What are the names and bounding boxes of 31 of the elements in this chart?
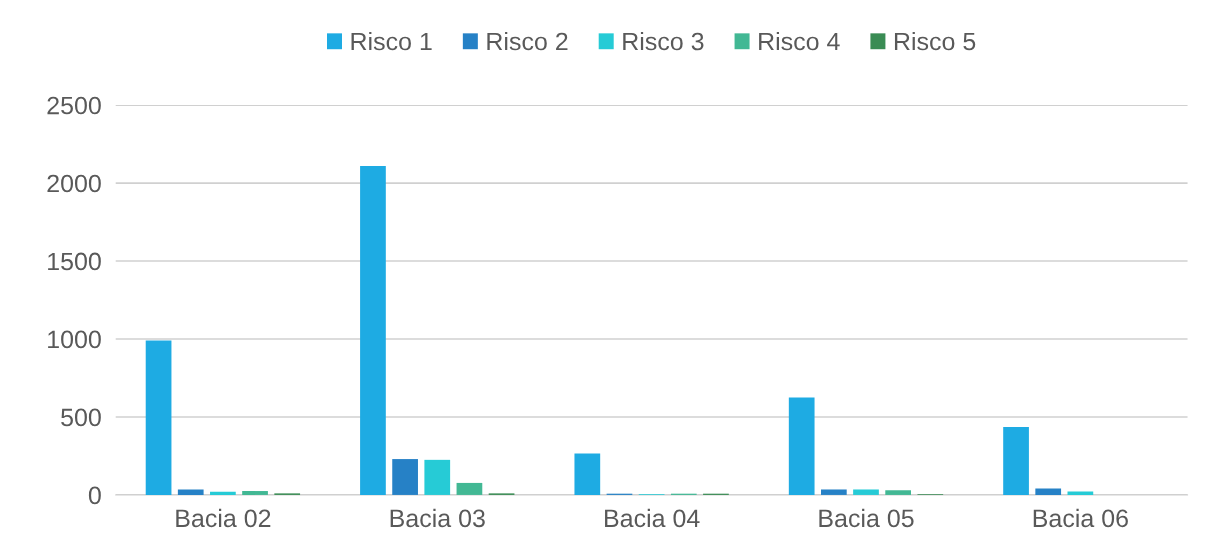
legend-label: Risco 3 xyxy=(623,31,704,51)
bar xyxy=(145,340,172,495)
legend-label: Risco 5 xyxy=(894,31,976,51)
bar xyxy=(1003,427,1029,495)
x-tick-label: Bacia 05 xyxy=(819,508,914,528)
bar xyxy=(242,491,268,495)
y-tick-label: 1500 xyxy=(48,252,101,271)
y-tick-label: 0 xyxy=(88,486,101,505)
bar xyxy=(820,489,847,495)
x-tick-label: Bacia 02 xyxy=(176,508,271,528)
y-tick-label: 1000 xyxy=(48,330,101,349)
bar xyxy=(360,165,386,495)
bar xyxy=(1035,488,1062,495)
bar xyxy=(424,459,451,495)
bar xyxy=(885,490,912,495)
bar xyxy=(853,489,879,495)
x-tick-label: Bacia 04 xyxy=(605,508,700,528)
x-tick-label: Bacia 06 xyxy=(1033,508,1128,528)
y-tick-label: 500 xyxy=(61,408,101,427)
legend-label: Risco 4 xyxy=(759,31,840,51)
legend-label: Risco 2 xyxy=(487,31,568,51)
bar xyxy=(788,397,815,495)
y-tick-label: 2500 xyxy=(47,96,101,115)
bar xyxy=(210,491,236,495)
y-tick-label: 2000 xyxy=(47,174,101,193)
bar xyxy=(392,459,418,495)
bar xyxy=(456,482,483,495)
x-tick-label: Bacia 03 xyxy=(390,508,485,528)
bar xyxy=(177,489,204,495)
legend-label: Risco 1 xyxy=(351,31,432,51)
bar xyxy=(574,453,601,495)
